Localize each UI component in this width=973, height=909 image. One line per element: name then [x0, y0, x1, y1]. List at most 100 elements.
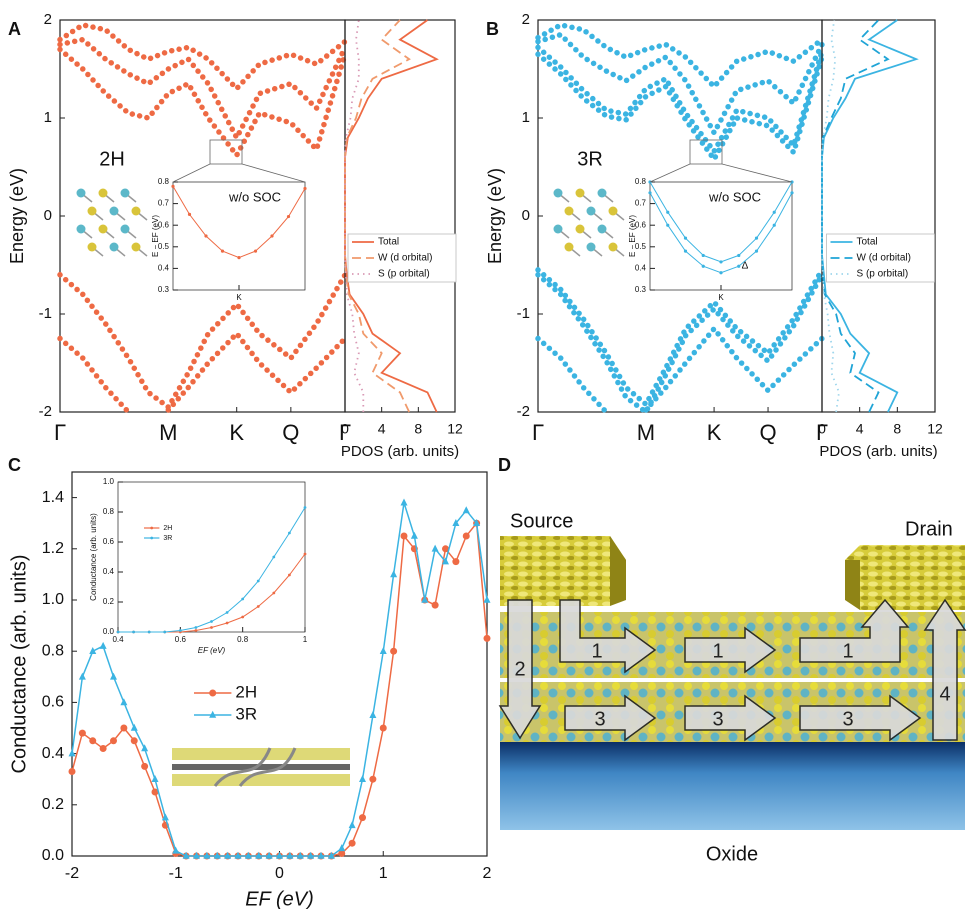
arrow-label: 2: [514, 658, 525, 680]
y-tick-label: 0.0: [42, 847, 64, 864]
atom: [608, 242, 618, 252]
marker: [116, 630, 120, 634]
y-tick-label: 0.5: [158, 242, 170, 251]
y-tick-label: 0.8: [42, 642, 64, 659]
marker: [237, 256, 241, 260]
y-tick-label: 0.7: [158, 199, 170, 208]
marker: [182, 851, 190, 859]
y-tick-label: 0.0: [103, 627, 115, 636]
y-tick-label: 0.4: [42, 745, 64, 762]
arrow-label: 3: [712, 708, 723, 730]
marker: [120, 698, 128, 706]
panel-letter: A: [8, 19, 21, 39]
atom: [553, 224, 563, 234]
marker: [89, 647, 97, 654]
marker: [178, 629, 182, 632]
x-tick-label: 12: [447, 421, 463, 437]
y-tick-label: -1: [39, 305, 52, 322]
atom: [87, 242, 97, 252]
y-tick-label: 0.5: [635, 242, 647, 251]
x-tick-label: M: [159, 420, 177, 445]
marker: [338, 844, 346, 852]
legend-marker: [150, 526, 154, 530]
marker: [400, 498, 408, 506]
marker: [288, 531, 291, 535]
y-axis-label: Energy (eV): [485, 168, 505, 264]
atom: [564, 242, 574, 252]
x-tick-label: Γ: [54, 420, 66, 445]
marker: [701, 264, 705, 268]
series-line: [344, 19, 411, 413]
series-line: [821, 19, 840, 413]
y-tick-label: 2: [44, 11, 52, 28]
x-axis-label: PDOS (arb. units): [341, 443, 459, 460]
x-tick-label: 1: [303, 635, 308, 644]
marker: [286, 214, 291, 219]
legend-label: W (d orbital): [857, 253, 911, 264]
y-tick-label: 1.4: [42, 489, 64, 506]
atom: [597, 188, 607, 198]
marker: [379, 724, 387, 732]
series-line: [57, 46, 348, 161]
legend-label: 2H: [163, 525, 172, 532]
crystal-icons: [76, 188, 625, 257]
marker: [452, 558, 460, 566]
x-tick-label: 0: [341, 421, 349, 437]
y-tick-label: -1: [517, 305, 530, 322]
marker: [234, 851, 242, 859]
marker: [270, 234, 274, 238]
x-tick-label: 12: [927, 421, 943, 437]
marker: [276, 851, 283, 859]
x-tick-label: M: [637, 420, 655, 445]
y-tick-label: 0.8: [103, 507, 115, 516]
marker: [210, 620, 213, 623]
series-line: [57, 272, 348, 412]
series-line: [344, 19, 365, 412]
y-tick-label: -2: [39, 403, 52, 420]
legend-marker: [209, 710, 217, 718]
y-tick-label: 0.7: [635, 199, 647, 208]
x-tick-label: 8: [893, 421, 901, 437]
atom: [131, 206, 141, 216]
y-tick-label: 0.8: [635, 177, 647, 186]
legend-label: 3R: [163, 535, 172, 542]
marker: [719, 271, 723, 275]
marker: [213, 851, 221, 859]
y-axis-label: Energy (eV): [7, 168, 27, 264]
marker: [130, 723, 138, 731]
atom: [553, 188, 563, 198]
annotation: 3R: [577, 148, 603, 170]
marker: [369, 711, 377, 718]
y-tick-label: 0: [522, 207, 530, 224]
x-tick-label: 1: [379, 865, 388, 882]
marker: [719, 260, 723, 264]
marker: [68, 749, 76, 757]
panel-letter: B: [486, 19, 499, 39]
annotation: 2H: [99, 148, 125, 170]
marker: [130, 737, 138, 745]
atom: [597, 224, 607, 234]
y-axis-label: Conductance (arb. units): [89, 513, 98, 601]
legend-label: W (d orbital): [378, 253, 432, 264]
marker: [483, 634, 491, 642]
oxide-label: Oxide: [706, 843, 758, 865]
atom: [608, 206, 618, 216]
marker: [754, 249, 759, 253]
legend-label: S (p orbital): [857, 269, 909, 280]
marker: [272, 591, 276, 595]
marker: [303, 506, 307, 509]
y-tick-label: 0.6: [103, 537, 115, 546]
marker: [256, 579, 260, 583]
series-line: [535, 21, 825, 91]
zoom-indicator: [172, 139, 793, 183]
series-line: [535, 267, 825, 409]
marker: [163, 630, 167, 634]
marker: [462, 532, 470, 540]
marker: [110, 737, 117, 745]
y-axis-label: E − EF (eV): [151, 215, 160, 257]
marker: [265, 851, 273, 859]
marker: [338, 849, 346, 857]
marker: [400, 532, 408, 540]
y-tick-label: 1.0: [42, 591, 64, 608]
marker: [296, 851, 304, 859]
